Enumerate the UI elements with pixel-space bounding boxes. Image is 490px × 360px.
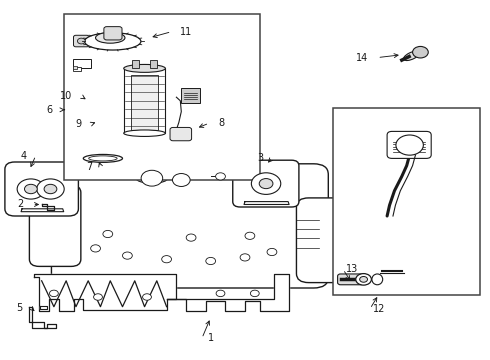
FancyBboxPatch shape (296, 198, 363, 283)
Text: 9: 9 (75, 119, 82, 129)
Circle shape (360, 276, 368, 282)
Circle shape (103, 230, 113, 238)
Polygon shape (42, 204, 54, 210)
Ellipse shape (84, 33, 141, 50)
Circle shape (91, 245, 100, 252)
Ellipse shape (123, 130, 165, 136)
Circle shape (267, 248, 277, 256)
Circle shape (206, 257, 216, 265)
Text: 2: 2 (17, 199, 24, 210)
Circle shape (413, 46, 428, 58)
Bar (150, 60, 157, 68)
Ellipse shape (136, 173, 168, 183)
Ellipse shape (123, 64, 165, 72)
Text: 5: 5 (16, 303, 22, 313)
FancyBboxPatch shape (338, 274, 363, 285)
Circle shape (17, 179, 45, 199)
FancyBboxPatch shape (5, 162, 78, 216)
Polygon shape (34, 274, 176, 311)
FancyBboxPatch shape (29, 185, 81, 266)
FancyBboxPatch shape (170, 127, 192, 141)
Ellipse shape (83, 154, 122, 162)
Circle shape (251, 173, 281, 194)
Ellipse shape (177, 168, 205, 177)
Text: 12: 12 (372, 304, 385, 314)
Circle shape (216, 290, 225, 297)
FancyBboxPatch shape (104, 27, 122, 40)
Bar (73, 59, 91, 68)
Circle shape (122, 252, 132, 259)
Circle shape (259, 179, 273, 189)
Polygon shape (40, 306, 47, 309)
Polygon shape (167, 274, 289, 311)
Circle shape (162, 256, 172, 263)
FancyBboxPatch shape (51, 164, 328, 288)
Circle shape (49, 290, 58, 297)
FancyBboxPatch shape (387, 131, 431, 158)
Ellipse shape (372, 274, 383, 285)
Text: 8: 8 (218, 118, 224, 128)
Circle shape (24, 184, 37, 194)
Circle shape (37, 179, 64, 199)
Circle shape (356, 274, 371, 285)
Circle shape (143, 294, 151, 300)
Bar (132, 60, 139, 68)
Polygon shape (244, 202, 289, 204)
Bar (73, 67, 81, 71)
Circle shape (141, 170, 163, 186)
Circle shape (172, 174, 190, 186)
Circle shape (186, 234, 196, 241)
Circle shape (245, 232, 255, 239)
Text: 10: 10 (60, 91, 73, 102)
FancyBboxPatch shape (74, 35, 89, 47)
Text: 3: 3 (258, 153, 264, 163)
Bar (131, 75, 158, 130)
Circle shape (250, 290, 259, 297)
Ellipse shape (89, 156, 117, 161)
FancyBboxPatch shape (233, 160, 299, 207)
Circle shape (44, 184, 57, 194)
FancyBboxPatch shape (181, 88, 200, 103)
Circle shape (77, 38, 85, 44)
Text: 14: 14 (356, 53, 368, 63)
Bar (73, 66, 77, 69)
Polygon shape (29, 307, 56, 328)
Circle shape (396, 135, 423, 155)
Circle shape (240, 254, 250, 261)
Ellipse shape (404, 51, 419, 60)
Bar (64, 14, 260, 180)
Text: 6: 6 (47, 105, 53, 115)
Bar (123, 68, 166, 133)
Ellipse shape (96, 32, 125, 43)
Text: 4: 4 (21, 150, 27, 161)
Text: 13: 13 (346, 264, 358, 274)
Circle shape (216, 173, 225, 180)
Text: 7: 7 (86, 162, 92, 172)
Circle shape (94, 294, 102, 300)
Bar (333, 108, 480, 295)
Text: 11: 11 (180, 27, 193, 37)
Polygon shape (21, 209, 64, 212)
Text: 1: 1 (208, 333, 214, 343)
